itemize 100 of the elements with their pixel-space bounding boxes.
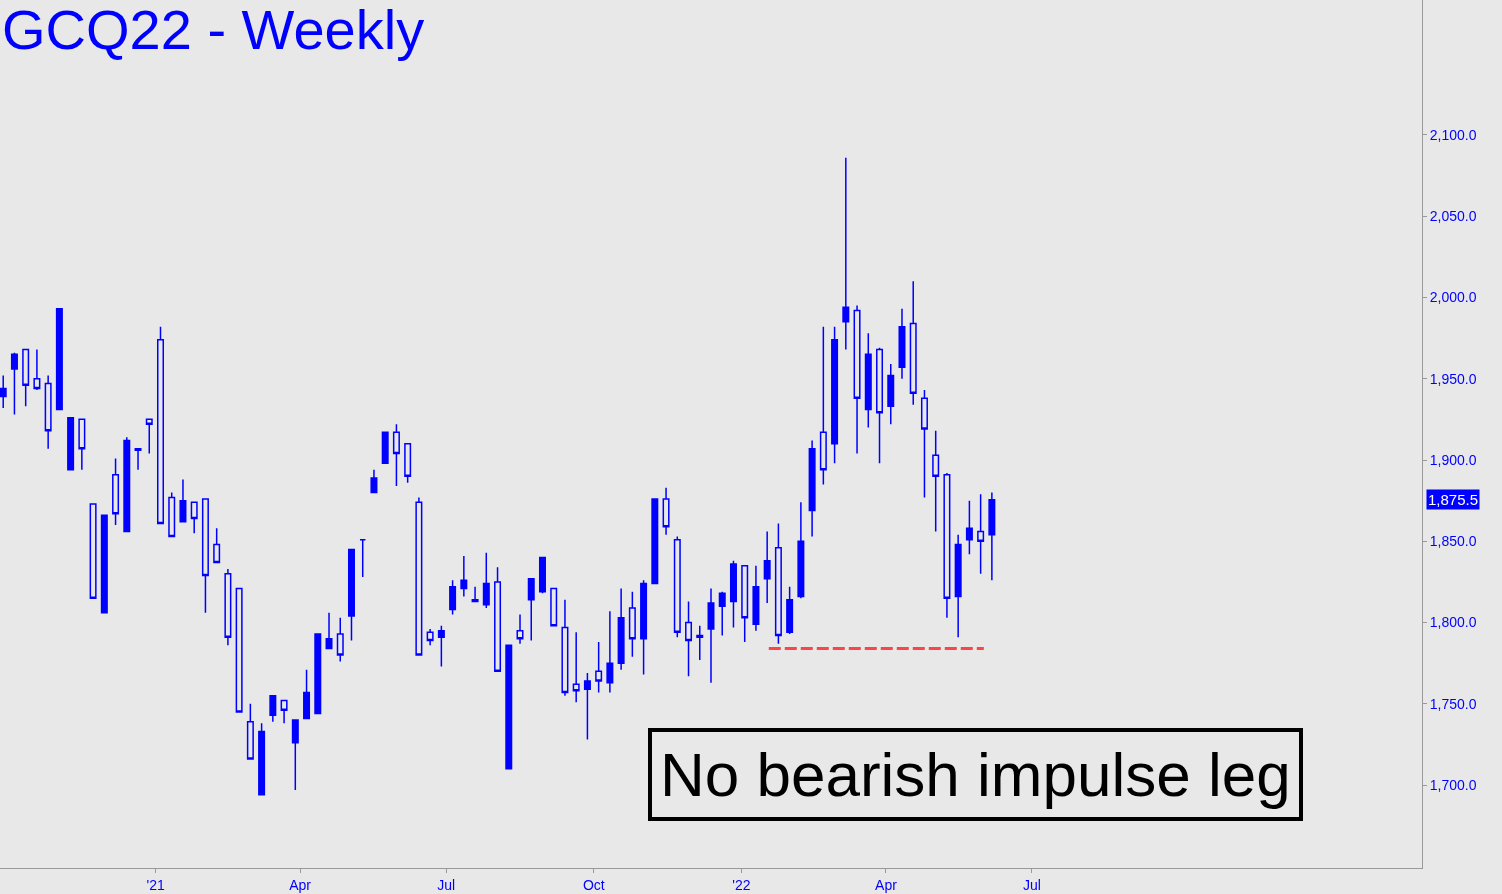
y-tick-label: 2,100.0 <box>1429 126 1477 143</box>
candlestick <box>359 538 367 578</box>
candlestick <box>246 703 254 760</box>
candlestick <box>336 616 344 663</box>
candlestick <box>640 579 648 676</box>
candlestick <box>774 522 782 645</box>
candlestick <box>213 527 221 564</box>
candlestick <box>179 478 187 523</box>
candlestick <box>381 431 389 465</box>
candlestick <box>662 486 670 536</box>
y-tick-label: 1,800.0 <box>1429 614 1477 631</box>
candlestick <box>583 672 591 741</box>
candlestick <box>145 418 153 455</box>
candlestick <box>887 363 895 425</box>
candlestick <box>617 587 625 671</box>
chart-title: GCQ22 - Weekly <box>2 0 425 61</box>
x-tick-label: Apr <box>289 876 312 893</box>
candlestick <box>168 491 176 538</box>
candlestick <box>763 530 771 604</box>
candlestick <box>112 457 120 526</box>
candlestick <box>505 644 513 770</box>
x-tick-label: Jul <box>1023 876 1041 893</box>
candlestick <box>269 694 277 723</box>
candlestick <box>909 280 917 406</box>
candlestick <box>78 418 86 471</box>
candlestick <box>22 348 30 408</box>
candlestick <box>280 699 288 725</box>
candlestick <box>696 625 704 661</box>
candlestick <box>347 548 355 642</box>
y-tick-label: 1,900.0 <box>1429 451 1477 468</box>
candlestick <box>876 347 884 465</box>
y-tick-label: 1,700.0 <box>1429 777 1477 793</box>
candlestick <box>527 577 535 642</box>
candlestick <box>415 496 423 656</box>
candlestick <box>741 564 749 643</box>
candlestick <box>988 491 996 582</box>
candlestick <box>314 633 322 715</box>
candlestick <box>842 156 850 351</box>
candlestick <box>954 534 962 638</box>
candlestick <box>516 613 524 645</box>
candlestick <box>943 472 951 619</box>
y-tick-label: 1,750.0 <box>1429 695 1477 712</box>
x-tick-label: '22 <box>732 876 751 893</box>
candlestick <box>437 625 445 668</box>
candlestick <box>786 586 794 635</box>
candlestick <box>482 551 490 609</box>
y-tick-label: 1,850.0 <box>1429 533 1477 550</box>
x-tick-label: '21 <box>146 876 166 893</box>
candlestick <box>33 348 41 391</box>
x-tick-label: Jul <box>437 876 456 893</box>
candlestick <box>0 374 7 409</box>
candlestick <box>797 501 805 599</box>
candlestick <box>392 423 400 487</box>
annotation: No bearish impulse leg <box>660 740 1291 809</box>
candlestick <box>831 325 839 465</box>
candlestick <box>494 566 502 673</box>
candlestick <box>190 501 198 534</box>
x-tick-label: Oct <box>582 876 605 893</box>
candlestick <box>224 568 232 647</box>
candlestick <box>538 556 546 595</box>
candlestick <box>258 722 266 796</box>
candlestick <box>89 503 97 599</box>
y-tick-label: 2,000.0 <box>1429 289 1477 306</box>
candlestick <box>572 631 580 703</box>
y-tick-label: 1,950.0 <box>1429 370 1477 387</box>
candlestick <box>561 599 569 697</box>
candlestick <box>685 600 693 677</box>
candlestick <box>291 719 299 791</box>
candlestick <box>10 351 18 416</box>
candlestick <box>460 555 468 598</box>
candlestick <box>819 325 827 486</box>
candlestick <box>920 389 928 499</box>
candlestick <box>134 447 142 471</box>
candlestick <box>201 498 209 614</box>
candlestick <box>729 560 737 629</box>
candlestick <box>404 443 412 484</box>
y-tick-label: 2,050.0 <box>1429 208 1477 225</box>
candlestick <box>55 308 63 411</box>
candlestick <box>606 610 614 694</box>
x-tick-label: Apr <box>875 876 898 893</box>
candlestick <box>156 325 164 525</box>
candlestick <box>426 628 434 647</box>
candlestick <box>977 493 985 575</box>
candlestick <box>965 499 973 556</box>
candlestick <box>752 564 760 632</box>
candlestick <box>67 417 75 471</box>
candlestick <box>123 436 131 533</box>
candlestick <box>449 579 457 616</box>
candlestick <box>651 498 659 585</box>
candlestick <box>808 439 816 538</box>
candlestick <box>471 586 479 603</box>
candlestick <box>595 641 603 694</box>
candlestick <box>303 668 311 720</box>
candlestick <box>718 590 726 637</box>
candlestick <box>235 587 243 713</box>
candlestick <box>100 514 108 614</box>
candlestick <box>628 590 636 658</box>
candlestick <box>932 430 940 533</box>
candlestick <box>370 469 378 494</box>
candlestick <box>673 535 681 638</box>
